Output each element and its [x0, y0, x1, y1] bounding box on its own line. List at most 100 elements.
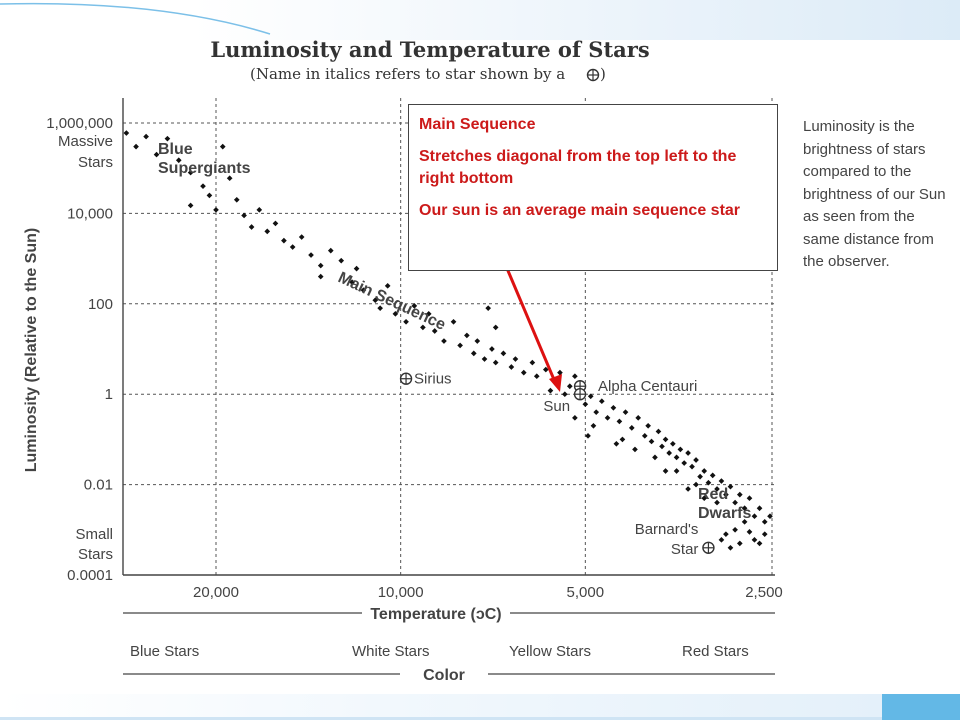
- star-point-9: [187, 202, 194, 209]
- y-tick-label-3: 1: [105, 386, 113, 403]
- star-point-99: [751, 513, 758, 520]
- star-point-108: [756, 540, 763, 547]
- region-label-dwarfs: Dwarfs: [698, 505, 751, 522]
- star-point-116: [632, 446, 638, 453]
- x-tick-label-1: 10,000: [378, 584, 424, 601]
- star-point-123: [662, 468, 669, 474]
- star-point-51: [520, 369, 527, 376]
- slide-footer-band: [0, 694, 960, 720]
- star-point-58: [572, 373, 578, 380]
- y-side-label-massive: Massive: [58, 133, 113, 150]
- star-point-107: [751, 536, 758, 543]
- star-point-34: [403, 318, 409, 325]
- star-point-45: [481, 356, 488, 362]
- callout-arrow: [504, 265, 562, 392]
- star-point-23: [317, 262, 324, 269]
- star-point-122: [613, 440, 620, 447]
- star-point-117: [652, 454, 658, 461]
- chart-subtitle: (Name in italics refers to star shown by…: [250, 65, 565, 83]
- main-sequence-callout: Main Sequence Stretches diagonal from th…: [408, 104, 778, 271]
- star-point-25: [317, 273, 324, 280]
- star-point-29: [360, 287, 367, 294]
- star-point-91: [714, 486, 720, 492]
- color-label-white-stars: White Stars: [352, 643, 430, 660]
- star-point-50: [512, 356, 519, 362]
- plot-frame: [122, 98, 775, 576]
- star-point-63: [582, 401, 589, 408]
- star-point-79: [666, 450, 673, 456]
- luminosity-description: Luminosity is the brightness of stars co…: [803, 118, 946, 270]
- star-point-118: [673, 468, 680, 474]
- star-point-121: [585, 432, 591, 439]
- star-point-40: [450, 318, 457, 325]
- star-point-35: [411, 303, 418, 309]
- star-point-18: [272, 220, 279, 227]
- star-point-68: [610, 404, 617, 411]
- star-point-102: [767, 513, 773, 520]
- star-point-59: [485, 305, 492, 312]
- star-point-120: [714, 499, 720, 506]
- star-point-52: [529, 359, 536, 366]
- star-point-8: [206, 192, 213, 199]
- star-point-87: [697, 473, 703, 480]
- star-point-5: [133, 143, 139, 150]
- y-tick-label-2: 100: [88, 296, 113, 313]
- star-point-31: [377, 305, 383, 312]
- star-point-7: [200, 183, 206, 190]
- star-point-38: [431, 328, 438, 334]
- x-tick-labels: 20,000 10,000 5,000 2,500: [193, 584, 783, 601]
- named-star-barnard-s-star: Barnard's Star: [635, 521, 715, 558]
- star-point-98: [746, 495, 753, 502]
- star-point-69: [616, 418, 623, 425]
- named-star-label: Sun: [543, 398, 570, 415]
- star-point-32: [384, 282, 391, 289]
- star-point-101: [761, 519, 768, 525]
- star-point-76: [655, 428, 662, 435]
- star-point-62: [562, 391, 568, 398]
- star-point-17: [264, 228, 271, 235]
- named-star-label-line2: Star: [671, 541, 699, 558]
- star-point-71: [628, 425, 635, 431]
- star-point-88: [701, 468, 708, 474]
- star-point-125: [701, 495, 708, 502]
- star-point-77: [659, 443, 665, 450]
- star-point-94: [727, 483, 734, 490]
- star-point-65: [593, 409, 600, 416]
- star-point-106: [746, 529, 753, 535]
- star-point-4: [175, 157, 182, 164]
- star-point-44: [474, 338, 481, 344]
- star-point-54: [542, 366, 549, 373]
- y-tick-label-0: 1,000,000: [46, 115, 113, 132]
- star-point-21: [298, 234, 305, 240]
- star-point-78: [662, 436, 669, 443]
- star-point-80: [670, 440, 676, 447]
- y-tick-label-4: 0.01: [84, 477, 113, 494]
- region-label-blue: Blue: [158, 141, 193, 158]
- slide-corner-block: [882, 694, 960, 720]
- region-label-supergiants: Supergiants: [158, 160, 251, 177]
- star-point-103: [741, 519, 748, 525]
- y-tick-label-5: 0.0001: [67, 567, 113, 584]
- named-star-label: Alpha Centauri: [598, 378, 697, 395]
- star-point-110: [727, 544, 734, 551]
- named-star-label-line1: Barnard's: [635, 521, 699, 538]
- star-point-15: [248, 224, 255, 230]
- star-point-36: [420, 324, 426, 331]
- y-tick-label-1: 10,000: [67, 205, 113, 222]
- star-point-56: [557, 369, 563, 376]
- star-point-90: [709, 472, 716, 479]
- color-label-blue-stars: Blue Stars: [130, 643, 199, 660]
- star-point-104: [732, 526, 738, 533]
- named-star-alpha-centauri: Alpha Centauri: [573, 378, 697, 395]
- y-tick-labels: 1,000,000 10,000 100 1 0.01 0.0001: [46, 115, 113, 584]
- star-point-100: [756, 505, 763, 512]
- callout-line-diagonal: Stretches diagonal from the top left to …: [419, 148, 737, 187]
- star-point-82: [677, 446, 684, 453]
- named-star-sun: Sun: [543, 388, 587, 415]
- star-point-61: [547, 387, 554, 394]
- star-point-0: [123, 130, 130, 136]
- star-point-27: [349, 279, 355, 286]
- star-point-37: [425, 310, 432, 317]
- star-point-105: [723, 531, 729, 538]
- star-point-13: [233, 196, 240, 203]
